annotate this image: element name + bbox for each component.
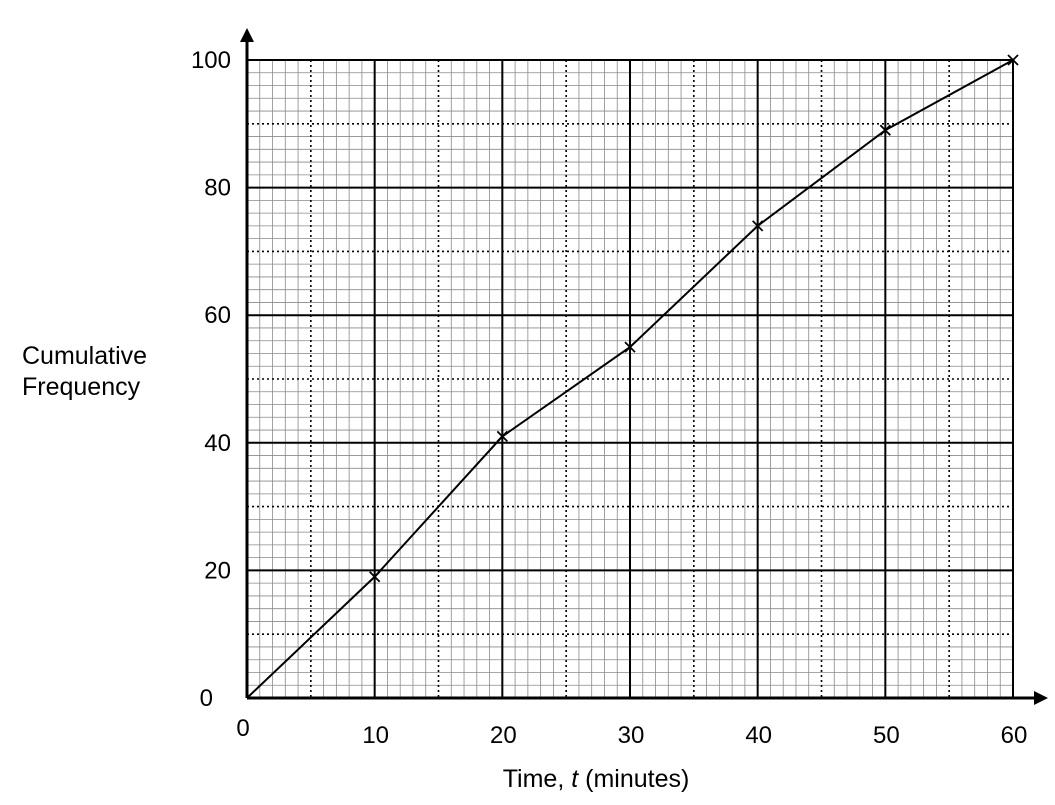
series-layer bbox=[246, 54, 1019, 699]
y-tick-label: 100 bbox=[191, 47, 231, 74]
marker-stroke bbox=[496, 430, 508, 443]
marker-stroke bbox=[752, 220, 764, 232]
x-tick-label: 60 bbox=[1001, 722, 1028, 749]
x-tick-label: 0 bbox=[236, 715, 249, 742]
y-tick-label: 80 bbox=[204, 175, 231, 202]
data-point-marker bbox=[624, 341, 636, 353]
data-point-marker bbox=[879, 124, 891, 136]
x-axis-title: Time, t (minutes) bbox=[503, 765, 690, 793]
x-tick-labels: 0 10 20 30 40 50 60 bbox=[236, 715, 1027, 749]
marker-stroke bbox=[1007, 54, 1019, 66]
x-tick-label: 10 bbox=[362, 722, 389, 749]
grid-dotted-lines bbox=[247, 60, 1013, 698]
marker-stroke bbox=[369, 571, 381, 583]
y-axis-title-line2: Frequency bbox=[22, 373, 141, 401]
data-point-marker bbox=[752, 220, 764, 232]
data-point-marker bbox=[369, 571, 381, 583]
x-tick-label: 20 bbox=[490, 722, 517, 749]
y-tick-labels: 0 20 40 60 80 100 bbox=[191, 47, 231, 712]
y-tick-label: 20 bbox=[204, 557, 231, 584]
y-tick-label: 40 bbox=[204, 430, 231, 457]
x-tick-label: 30 bbox=[618, 722, 645, 749]
x-tick-label: 50 bbox=[873, 722, 900, 749]
x-tick-label: 40 bbox=[745, 722, 772, 749]
marker-stroke bbox=[624, 341, 636, 353]
data-point-marker bbox=[1007, 54, 1019, 66]
y-tick-label: 60 bbox=[204, 302, 231, 329]
x-axis-arrow-icon bbox=[1034, 691, 1048, 705]
axes bbox=[240, 28, 1048, 705]
y-axis-arrow-icon bbox=[240, 28, 254, 42]
grid-major-lines bbox=[247, 59, 1014, 698]
y-axis-title-line1: Cumulative bbox=[22, 342, 147, 370]
y-tick-label: 0 bbox=[200, 685, 213, 712]
data-point-marker bbox=[496, 430, 508, 443]
marker-stroke bbox=[879, 124, 891, 136]
